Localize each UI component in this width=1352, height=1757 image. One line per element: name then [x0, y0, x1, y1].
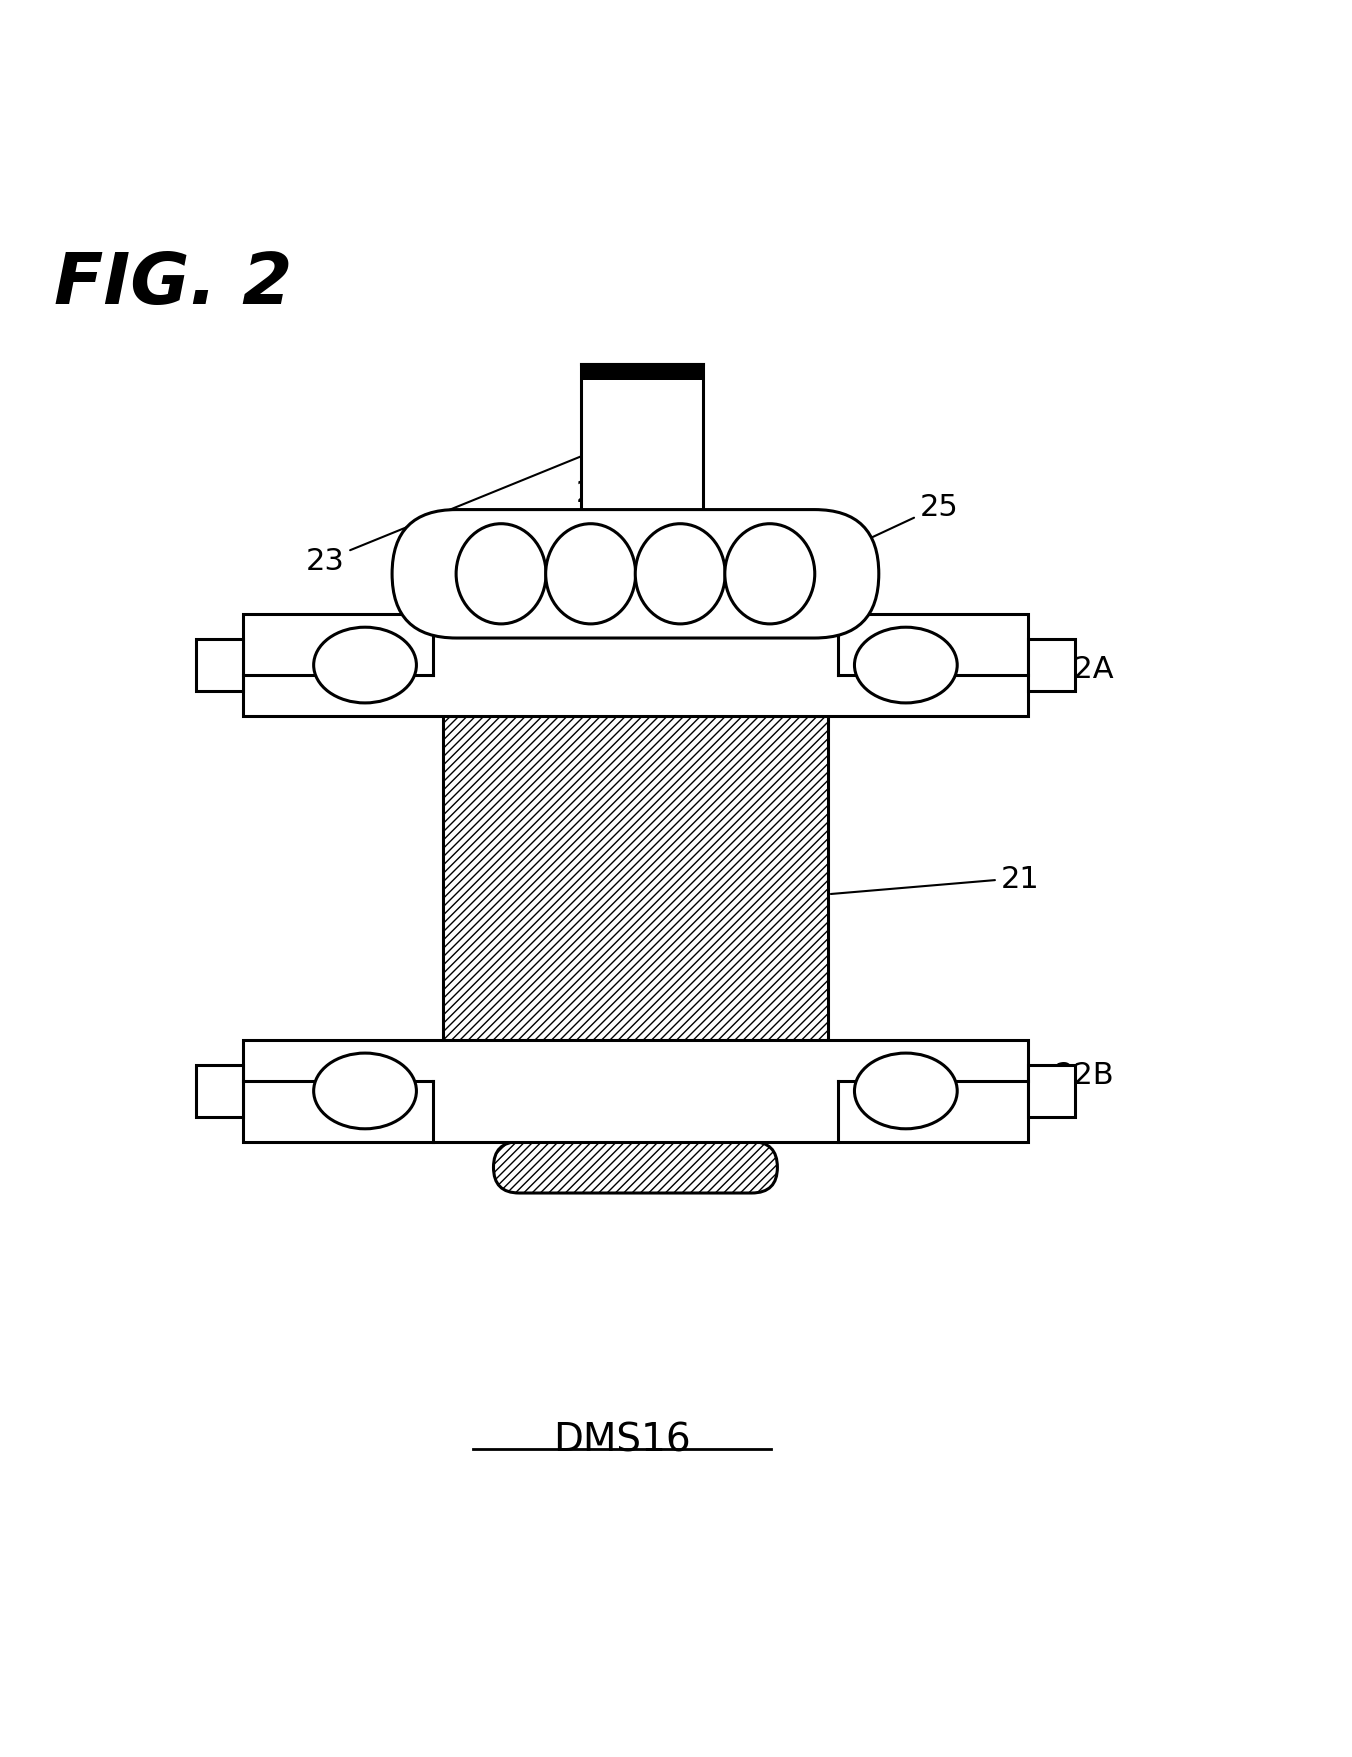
Ellipse shape	[635, 524, 725, 624]
Bar	[1028, 640, 1075, 691]
Text: FIG. 2: FIG. 2	[54, 249, 292, 320]
Bar	[196, 1066, 243, 1117]
Bar	[581, 365, 703, 381]
FancyBboxPatch shape	[493, 1142, 777, 1193]
Text: 22B: 22B	[909, 1059, 1114, 1091]
Bar	[443, 717, 827, 1040]
Bar	[243, 615, 1028, 717]
Ellipse shape	[546, 524, 635, 624]
Text: 21: 21	[831, 864, 1040, 894]
Ellipse shape	[854, 627, 957, 703]
Ellipse shape	[854, 1054, 957, 1130]
Bar	[243, 1040, 1028, 1142]
Ellipse shape	[314, 627, 416, 703]
Text: 23: 23	[306, 455, 585, 576]
Bar	[581, 365, 703, 513]
Ellipse shape	[725, 524, 815, 624]
Bar	[196, 640, 243, 691]
Bar	[1028, 1066, 1075, 1117]
Ellipse shape	[314, 1054, 416, 1130]
Ellipse shape	[456, 524, 546, 624]
Text: DMS16: DMS16	[553, 1420, 691, 1458]
Text: 22A: 22A	[909, 655, 1114, 683]
FancyBboxPatch shape	[392, 510, 879, 638]
Text: 25: 25	[854, 492, 959, 546]
Text: 24: 24	[576, 480, 614, 508]
